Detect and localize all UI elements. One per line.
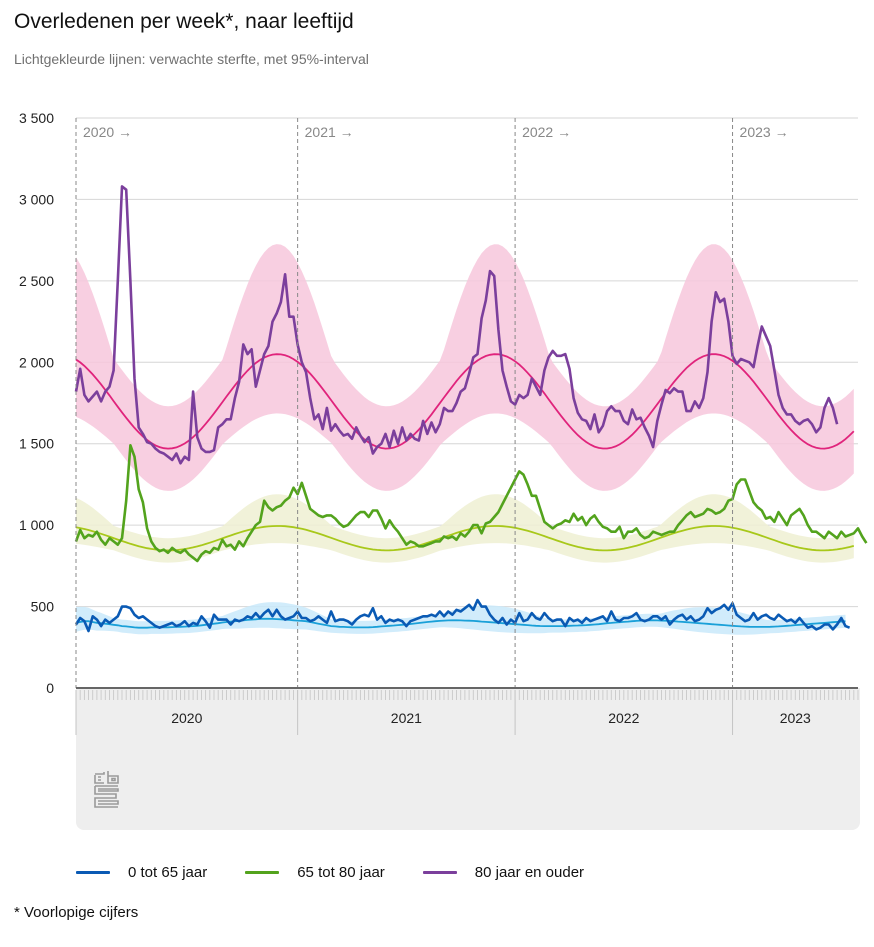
year-marker-label: 2022 →: [522, 124, 571, 140]
year-marker-label: 2021 →: [305, 124, 354, 140]
legend-item[interactable]: 80 jaar en ouder: [422, 864, 585, 881]
expected-65-80-band: [76, 494, 854, 563]
legend-swatch: [245, 871, 280, 874]
series-lines: [74, 185, 868, 633]
x-axis-panel: [76, 688, 860, 830]
cbs-logo-icon: [94, 771, 119, 808]
expected-bands: [75, 244, 855, 635]
cbs-logo-icon: [94, 771, 119, 808]
y-tick-label: 2 500: [19, 273, 54, 289]
footnote: * Voorlopige cijfers: [14, 904, 139, 921]
expected-65-80-line: [75, 525, 855, 552]
y-tick-label: 500: [31, 599, 55, 615]
legend: 0 tot 65 jaar 65 tot 80 jaar 80 jaar en ou…: [76, 864, 622, 881]
series-0-65-line: [74, 598, 851, 633]
y-tick-label: 0: [46, 680, 54, 696]
legend-label: 0 tot 65 jaar: [128, 864, 208, 881]
legend-swatch: [422, 871, 457, 874]
y-tick-label: 2 000: [19, 354, 54, 370]
legend-label: 65 tot 80 jaar: [297, 864, 385, 881]
cbs-logo-bottom: [94, 785, 119, 808]
cbs-logo-top: [94, 771, 119, 784]
x-year-label: 2023: [780, 710, 811, 726]
x-year-label: 2022: [608, 710, 639, 726]
legend-swatch: [76, 871, 110, 874]
y-tick-label: 1 000: [19, 517, 54, 533]
expected-0-65-line: [75, 617, 846, 629]
y-tick-label: 1 500: [19, 436, 54, 452]
year-marker-label: 2020 →: [83, 124, 132, 140]
expected-80plus-band: [76, 244, 854, 491]
year-dividers: 2020 → 2021 → 2022 → 2023 →: [75, 118, 789, 688]
series-65-80-line: [74, 444, 868, 563]
y-tick-label: 3 000: [19, 191, 54, 207]
legend-label: 80 jaar en ouder: [474, 864, 585, 881]
y-tick-label: 3 500: [19, 110, 54, 126]
x-year-label: 2021: [391, 710, 422, 726]
year-marker-label: 2023 →: [740, 124, 789, 140]
legend-item[interactable]: 0 tot 65 jaar: [76, 864, 207, 881]
x-year-label: 2020: [171, 710, 202, 726]
axis-panel-bg: [76, 688, 860, 830]
series-80plus-line: [74, 185, 839, 465]
chart-subtitle: Lichtgekleurde lijnen: verwachte sterfte…: [14, 51, 369, 67]
axis-ticks: 0 500 1 000 1 500 2 000 2 500 3 000 3 500 2020 20…: [19, 110, 859, 735]
legend-item[interactable]: 65 tot 80 jaar: [245, 864, 385, 881]
expected-80plus-line: [75, 353, 855, 450]
chart-title: Overledenen per week*, naar leeftijd: [14, 10, 354, 33]
